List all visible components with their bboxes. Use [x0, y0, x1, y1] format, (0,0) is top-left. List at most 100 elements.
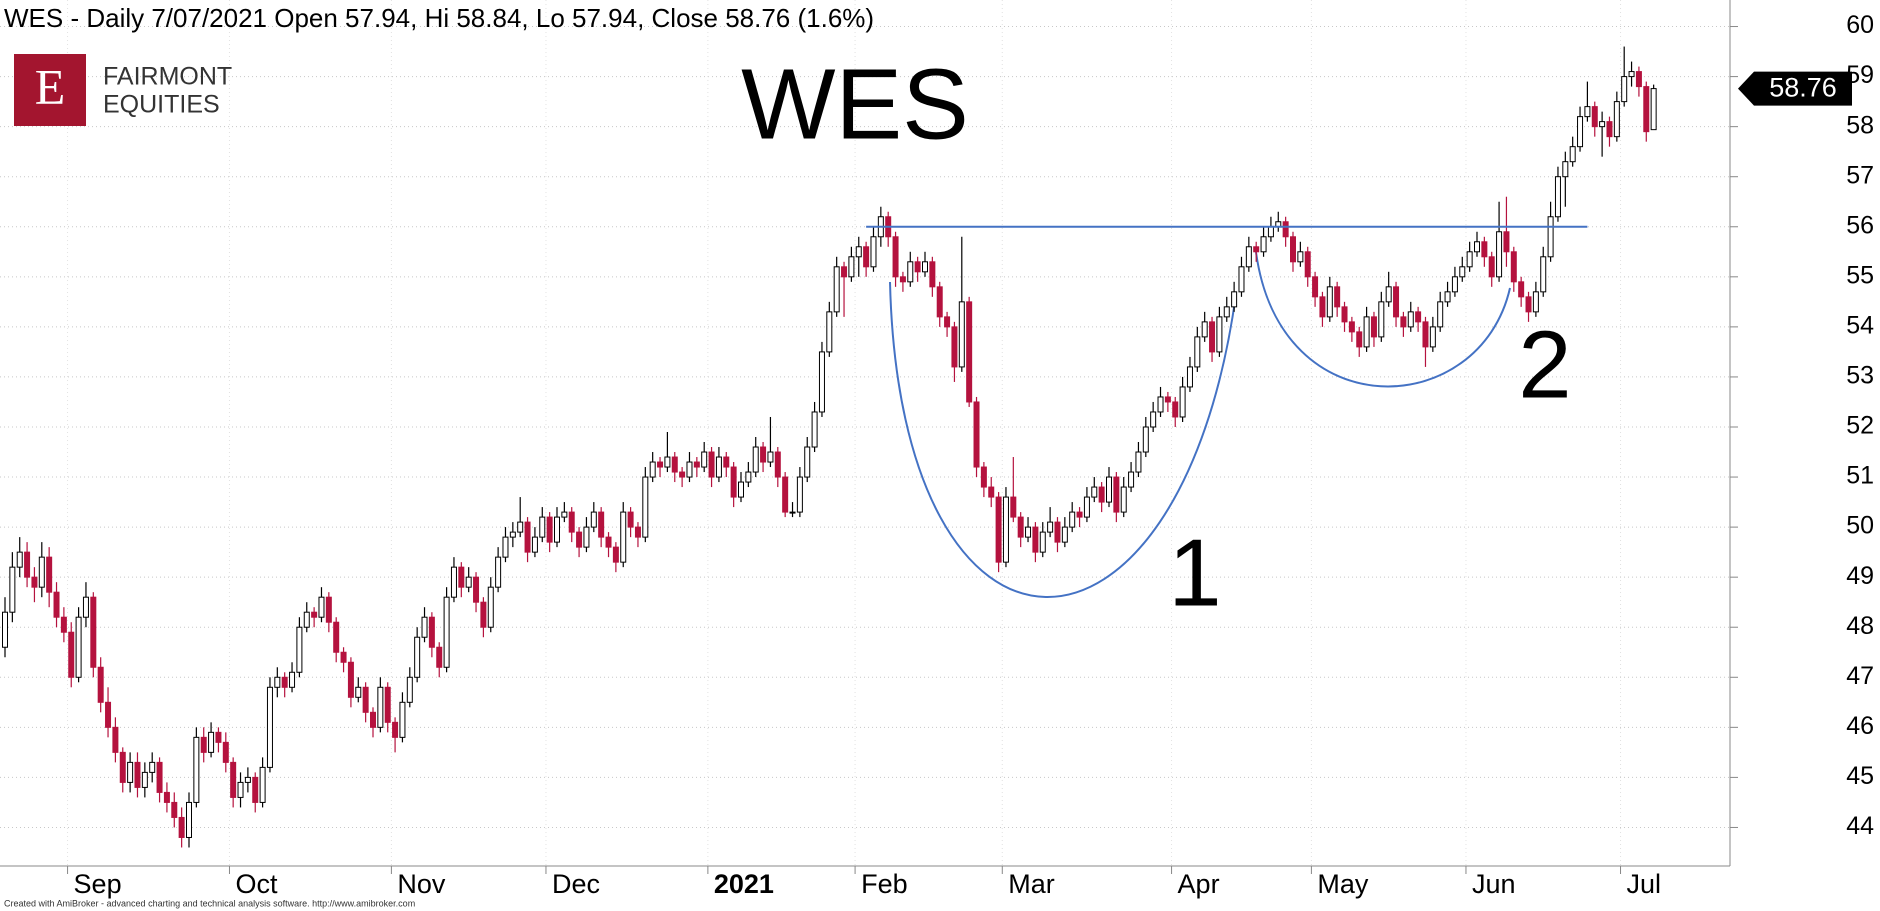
y-tick-label: 46 [1846, 712, 1874, 740]
candle-body [1341, 306, 1348, 323]
candle-body [31, 576, 38, 588]
grid-layer [0, 0, 1730, 866]
candle-body [922, 261, 928, 273]
candle-body [1186, 366, 1193, 388]
candle-body [1510, 251, 1517, 283]
candle-body [414, 636, 421, 678]
candle-body [392, 721, 399, 738]
candle-body [1348, 321, 1355, 333]
candle-body [105, 701, 112, 728]
candle-body [914, 261, 921, 273]
pattern-label: 2 [1518, 311, 1571, 418]
candle-body [428, 616, 435, 648]
candle-body [760, 446, 767, 463]
candle-body [443, 596, 450, 668]
candle-body [495, 556, 502, 588]
candle-body [112, 726, 119, 753]
candle-body [966, 301, 973, 403]
y-tick-label: 48 [1846, 612, 1874, 640]
candle-body [384, 686, 391, 723]
candle-body [1039, 531, 1046, 553]
candle-body [988, 486, 995, 498]
candle-body [1194, 336, 1201, 368]
candle-body [377, 686, 384, 728]
candle-body [208, 731, 215, 753]
y-tick-label: 60 [1846, 11, 1874, 39]
y-tick-label: 47 [1846, 662, 1874, 690]
y-tick-label: 53 [1846, 362, 1874, 390]
candle-body [509, 531, 516, 538]
candle-body [149, 761, 156, 773]
candle-body [163, 791, 170, 803]
candle-body [1474, 241, 1480, 253]
candle-body [1385, 286, 1392, 303]
candle-body [1577, 116, 1584, 148]
candle-body [936, 286, 943, 318]
candle-body [399, 701, 406, 738]
candle-body [995, 496, 1002, 563]
candle-body [583, 526, 590, 548]
candle-body [892, 236, 899, 278]
candle-body [215, 731, 222, 743]
candle-body [576, 531, 583, 548]
candle-body [1267, 226, 1274, 238]
x-tick-label: Mar [1008, 869, 1055, 899]
candle-body [1407, 311, 1414, 328]
candle-body [554, 516, 560, 543]
candle-body [1562, 161, 1569, 178]
candle-body [1422, 321, 1429, 348]
candle-body [546, 516, 553, 543]
candle-body [782, 476, 789, 513]
candle-body [951, 326, 958, 368]
logo-initial: E [35, 58, 66, 114]
candle-body [1554, 176, 1561, 218]
candle-body [568, 511, 575, 533]
candle-body [1429, 326, 1436, 348]
y-tick-label: 49 [1846, 562, 1874, 590]
candle-body [222, 741, 229, 763]
x-tick-label: Feb [861, 869, 908, 899]
candle-body [355, 686, 362, 698]
candle-body [1157, 396, 1164, 413]
candle-body [1245, 246, 1252, 268]
candle-body [804, 446, 811, 478]
candle-body [1002, 496, 1009, 563]
candle-body [723, 456, 730, 468]
candle-body [531, 536, 538, 553]
candle-body [1569, 146, 1576, 163]
candle-body [774, 451, 781, 478]
x-tick-label: Dec [552, 869, 600, 899]
candle-body [1047, 521, 1054, 533]
y-tick-label: 54 [1846, 311, 1874, 339]
candle-body [1098, 486, 1105, 503]
candle-body [1363, 316, 1370, 348]
candle-body [303, 611, 310, 628]
candle-body [16, 551, 23, 568]
candle-body [848, 256, 855, 278]
candle-body [627, 511, 634, 528]
candle-body [186, 801, 192, 838]
candle-body [649, 461, 656, 478]
candle-body [46, 556, 53, 593]
candle-body [789, 511, 796, 514]
candle-body [1334, 286, 1341, 308]
candle-body [796, 476, 803, 513]
y-tick-label: 58 [1846, 111, 1874, 139]
candle-body [1503, 231, 1510, 253]
candle-body [841, 266, 848, 278]
candle-body [406, 676, 413, 703]
candle-body [1069, 511, 1076, 528]
candle-body [973, 401, 980, 468]
candle-body [1017, 516, 1024, 538]
candle-body [38, 556, 45, 588]
candle-body [1150, 411, 1157, 428]
candle-body [1231, 291, 1238, 308]
candle-body [1223, 306, 1230, 318]
candle-body [1113, 476, 1120, 513]
candle-body [745, 471, 752, 483]
candle-body [1142, 426, 1149, 453]
candle-body [141, 771, 148, 788]
candle-body [929, 261, 936, 288]
candle-body [1400, 316, 1407, 328]
